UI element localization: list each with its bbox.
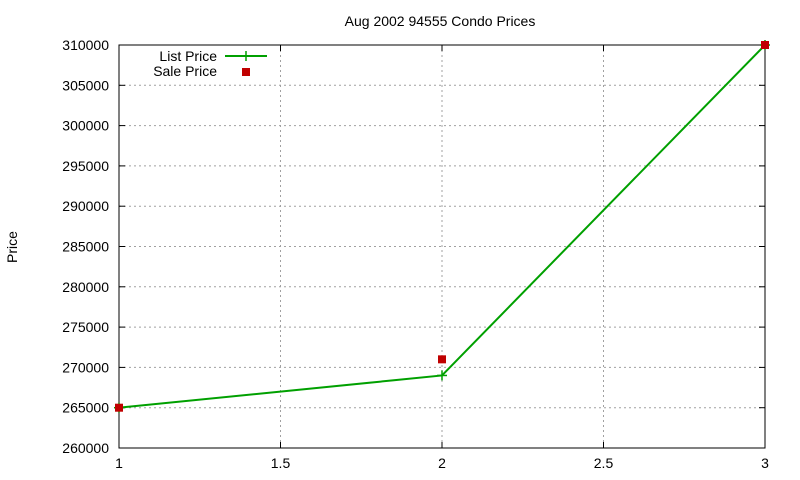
x-tick-label: 3 [761,455,769,471]
legend-marker-sale-price [242,68,250,76]
sale-price-point [115,403,123,412]
legend-label-list-price: List Price [159,48,217,64]
y-axis-label: Price [4,231,20,263]
y-tick-label: 280000 [62,279,109,295]
legend: List Price Sale Price [153,48,267,79]
y-tick-label: 310000 [62,37,109,53]
sale-price-point [761,41,769,49]
y-tick-label: 285000 [62,239,109,255]
y-tick-label: 270000 [62,359,109,375]
y-tick-label: 275000 [62,319,109,335]
x-tick-label: 2.5 [594,455,614,471]
y-tick-label: 295000 [62,158,109,174]
x-tick-label: 1 [115,455,123,471]
axis-ticks: 1 1.5 2 2.5 3 260000 265000 270000 275000 280000 2… [62,37,769,471]
y-tick-label: 260000 [62,440,109,456]
chart-title: Aug 2002 94555 Condo Prices [345,13,536,29]
legend-marker-list-price [241,51,251,61]
y-tick-label: 305000 [62,77,109,93]
y-tick-label: 300000 [62,118,109,134]
x-tick-label: 2 [438,455,446,471]
grid [119,45,765,448]
list-price-point [437,370,447,381]
x-tick-label: 1.5 [271,455,291,471]
sale-price-point [438,355,446,364]
series-layer [114,40,770,413]
y-tick-label: 290000 [62,198,109,214]
legend-label-sale-price: Sale Price [153,63,217,79]
y-tick-label: 265000 [62,400,109,416]
